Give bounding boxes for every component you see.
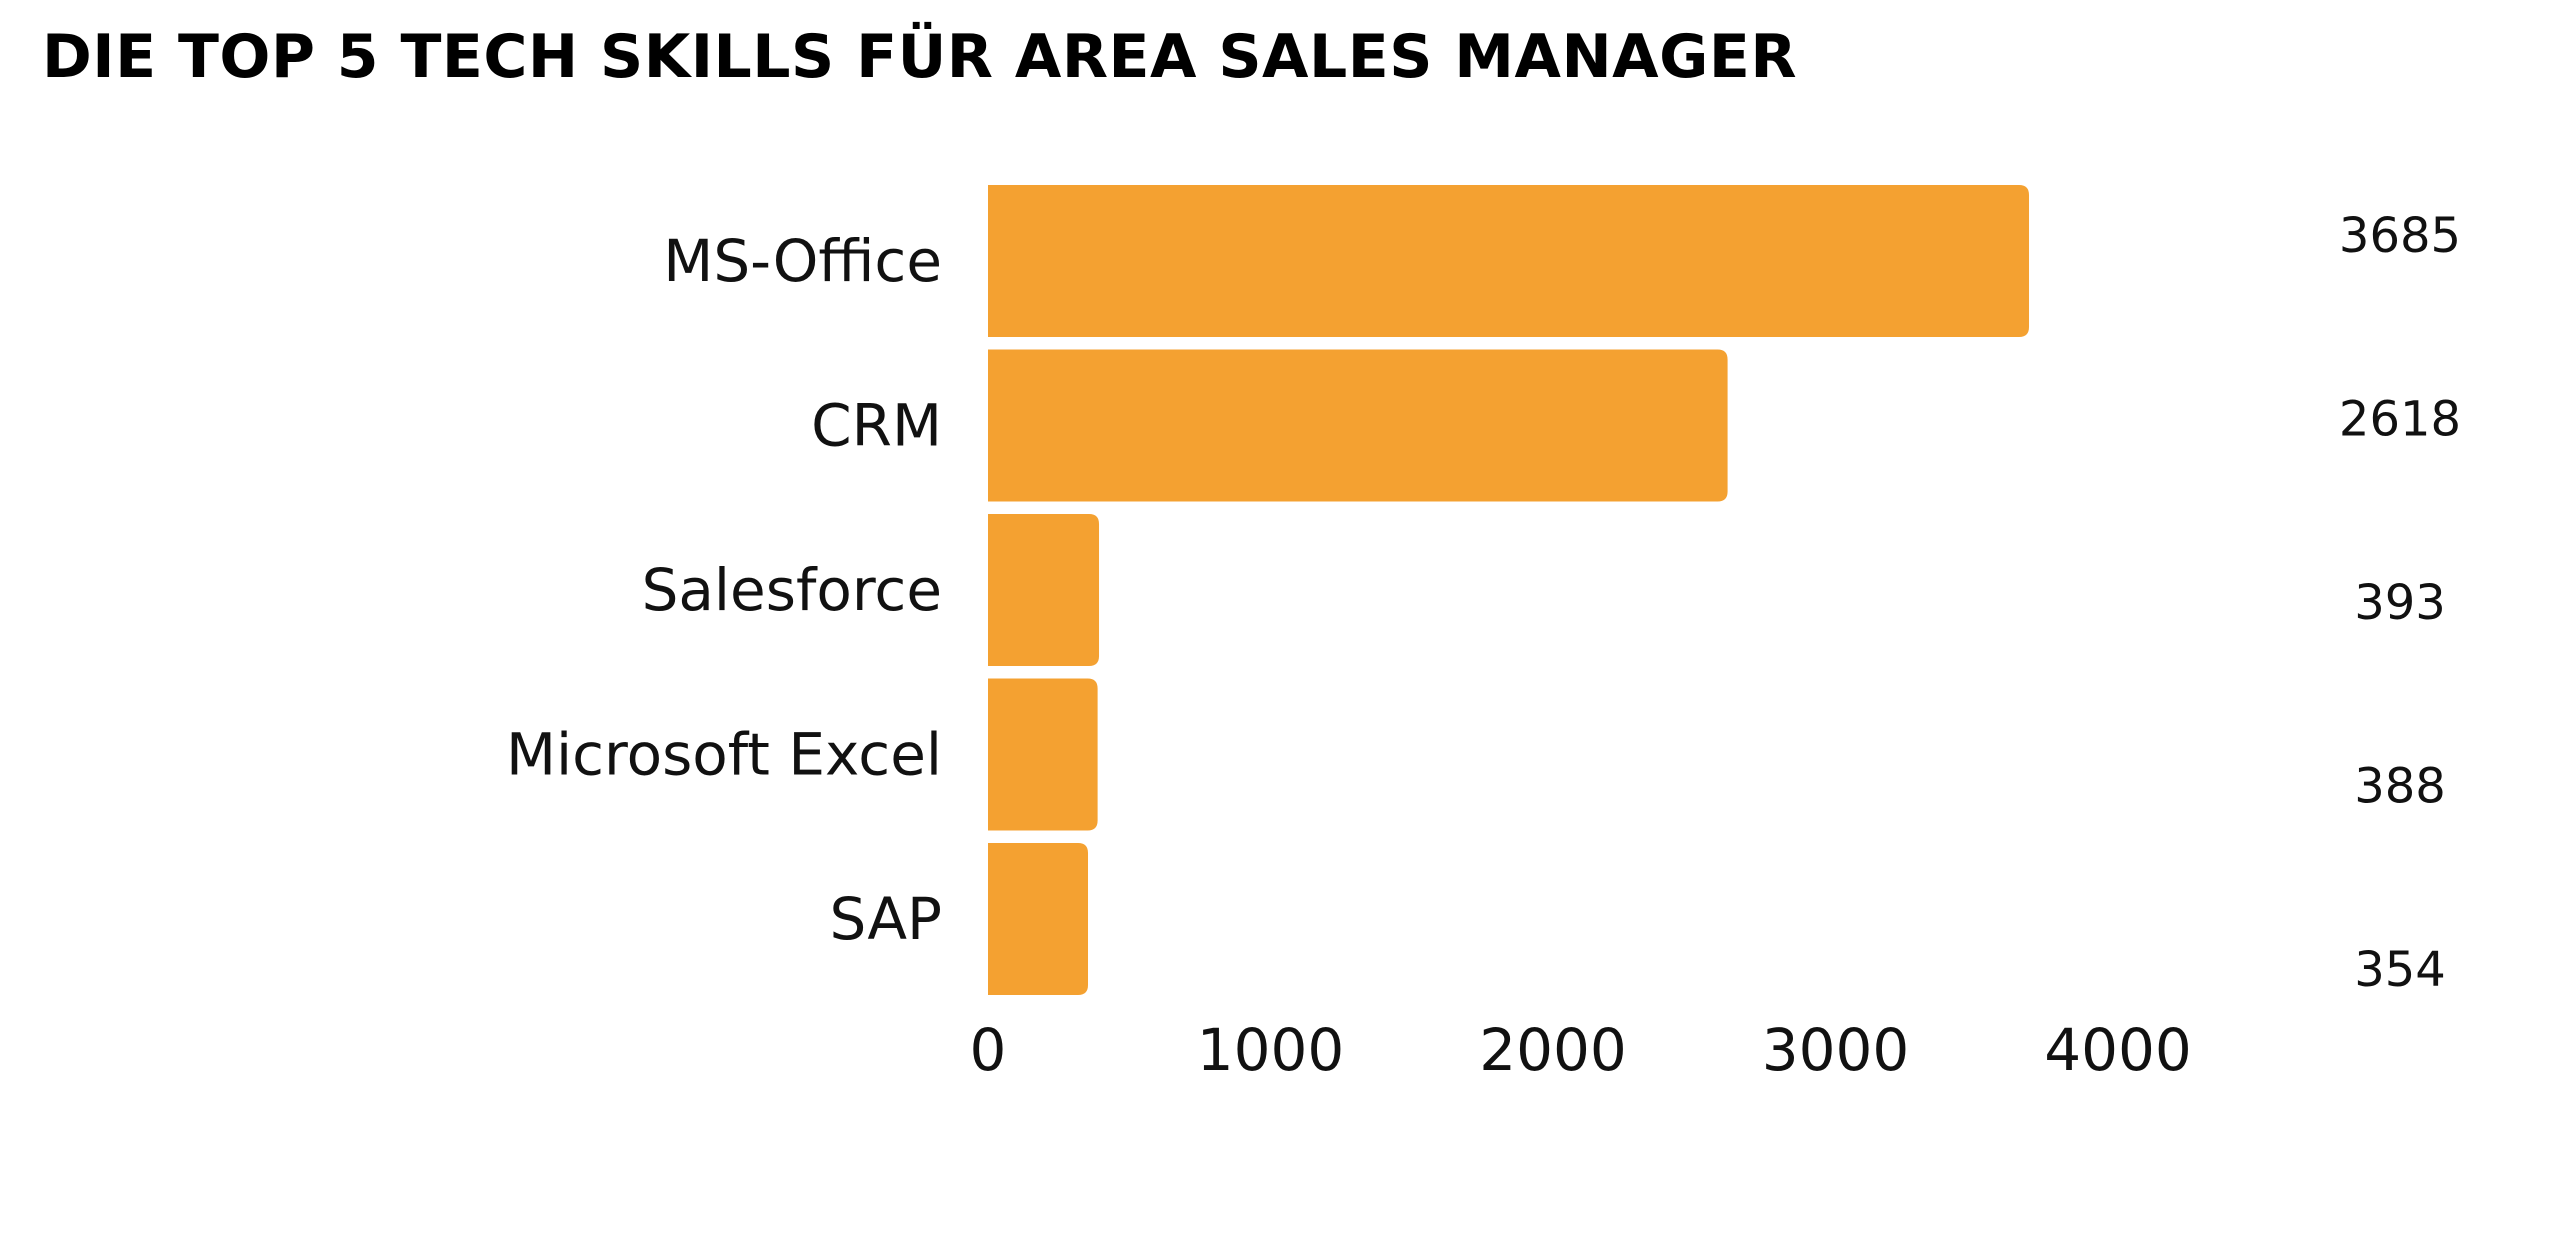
x-tick-label: 4000 bbox=[2044, 1016, 2192, 1084]
value-labels: 3685 2618 393 388 354 bbox=[2339, 208, 2461, 998]
category-label: SAP bbox=[829, 885, 942, 953]
x-axis-tick-labels: 0 1000 2000 3000 4000 bbox=[970, 1016, 2192, 1084]
x-tick-label: 0 bbox=[970, 1016, 1007, 1084]
category-label: CRM bbox=[811, 392, 942, 460]
data-label: 3685 bbox=[2339, 208, 2461, 264]
chart-title: DIE TOP 5 TECH SKILLS FÜR AREA SALES MAN… bbox=[42, 22, 1798, 92]
x-tick-label: 1000 bbox=[1197, 1016, 1345, 1084]
bars-layer bbox=[988, 185, 2030, 995]
category-labels: MS-Office CRM Salesforce Microsoft Excel SAP bbox=[506, 227, 942, 953]
x-tick-label: 3000 bbox=[1762, 1016, 1910, 1084]
bar-salesforce bbox=[988, 514, 1100, 666]
category-label: Microsoft Excel bbox=[506, 721, 942, 789]
category-label: MS-Office bbox=[663, 227, 942, 295]
bar-sap bbox=[988, 843, 1089, 995]
bar-ms-office bbox=[988, 185, 2030, 337]
x-tick-label: 2000 bbox=[1479, 1016, 1627, 1084]
data-label: 393 bbox=[2354, 575, 2446, 631]
data-label: 388 bbox=[2354, 759, 2446, 815]
data-label: 2618 bbox=[2339, 392, 2461, 448]
bar-microsoft-excel bbox=[988, 678, 1098, 831]
data-label: 354 bbox=[2354, 942, 2446, 998]
bar-crm bbox=[988, 349, 1728, 502]
category-label: Salesforce bbox=[642, 556, 942, 624]
